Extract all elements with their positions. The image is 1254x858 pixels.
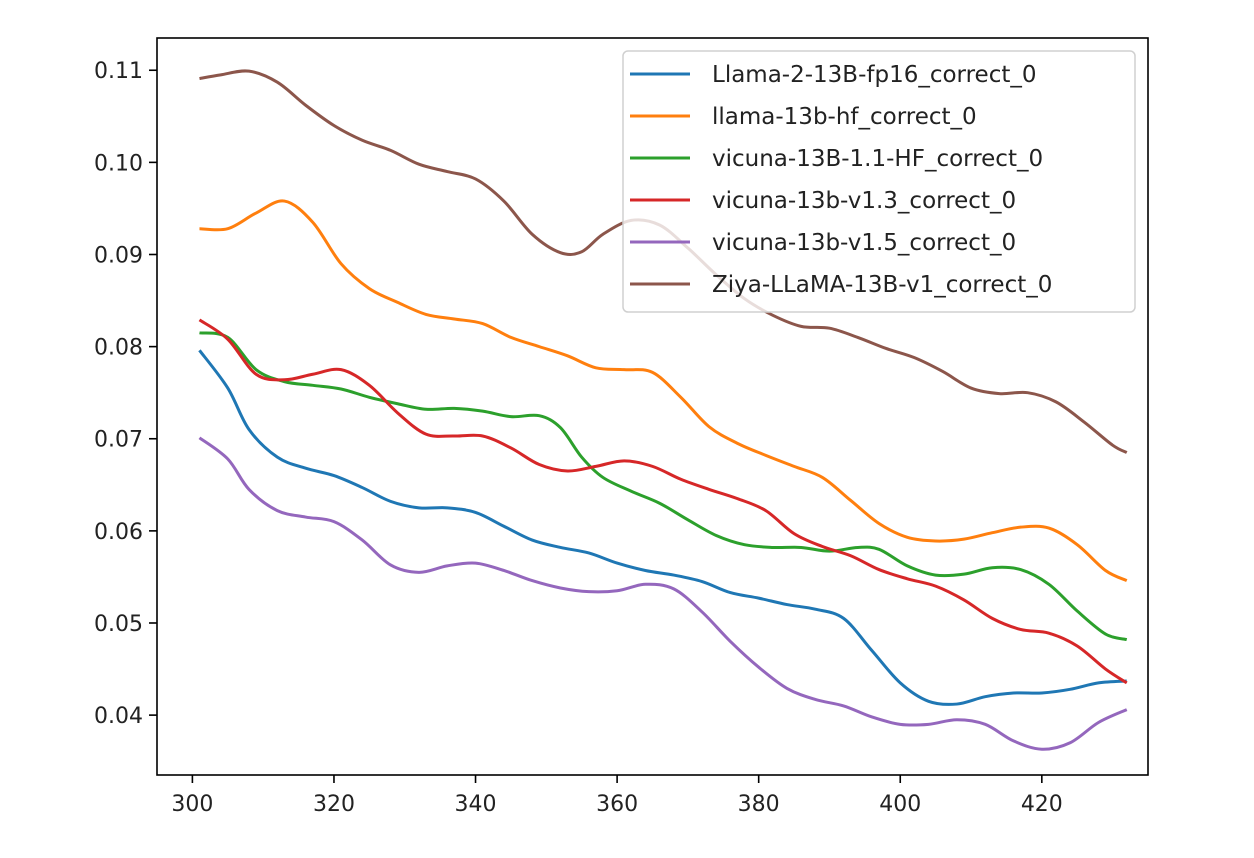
x-tick-label: 400 <box>879 792 921 817</box>
y-tick-label: 0.05 <box>94 612 143 637</box>
x-tick-label: 380 <box>738 792 780 817</box>
x-tick-label: 300 <box>171 792 213 817</box>
y-tick-label: 0.08 <box>94 336 143 361</box>
y-tick-label: 0.10 <box>94 151 143 176</box>
x-tick-label: 420 <box>1021 792 1063 817</box>
legend-label: vicuna-13b-v1.5_correct_0 <box>712 230 1016 256</box>
x-tick-label: 340 <box>455 792 497 817</box>
legend-label: Ziya-LLaMA-13B-v1_correct_0 <box>712 272 1052 298</box>
series-line-3 <box>199 331 1128 642</box>
x-tick-label: 360 <box>596 792 638 817</box>
y-tick-label: 0.04 <box>94 704 143 729</box>
legend: Llama-2-13B-fp16_correct_0 llama-13b-hf_c… <box>622 50 1136 313</box>
legend-label: llama-13b-hf_correct_0 <box>712 104 977 130</box>
y-tick-label: 0.06 <box>94 520 143 545</box>
legend-label: vicuna-13B-1.1-HF_correct_0 <box>712 146 1043 172</box>
x-axis: 300 320 340 360 380 400 420 <box>171 775 1063 817</box>
series-line-1 <box>198 349 1127 706</box>
series-line-4 <box>198 318 1128 685</box>
y-tick-label: 0.11 <box>94 59 143 84</box>
plot-frame <box>156 37 1149 776</box>
y-axis: 0.04 0.05 0.06 0.07 0.08 0.09 0.10 0.11 <box>94 59 157 729</box>
legend-label: Llama-2-13B-fp16_correct_0 <box>712 62 1037 88</box>
legend-label: vicuna-13b-v1.3_correct_0 <box>712 188 1016 214</box>
y-tick-label: 0.07 <box>94 428 143 453</box>
legend-box <box>622 50 1136 313</box>
y-tick-label: 0.09 <box>94 243 143 268</box>
series-line-5 <box>198 436 1128 751</box>
x-tick-label: 320 <box>313 792 355 817</box>
series-line-2 <box>199 199 1128 582</box>
